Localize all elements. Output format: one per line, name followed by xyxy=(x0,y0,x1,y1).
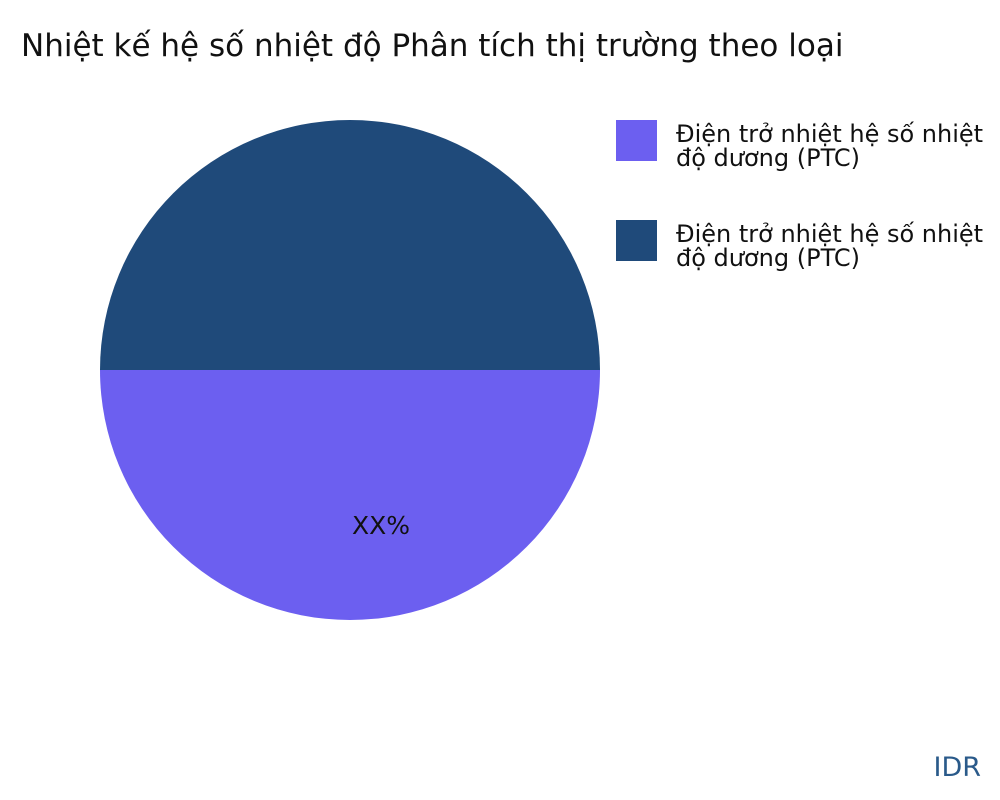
slice-data-label-1: XX% xyxy=(352,511,410,540)
legend-item-0[interactable]: Điện trở nhiệt hệ số nhiệt độ dương (PTC… xyxy=(616,120,1000,200)
watermark-logo: IDR xyxy=(933,752,981,783)
chart-title: Nhiệt kế hệ số nhiệt độ Phân tích thị tr… xyxy=(21,28,844,64)
legend-label-0: Điện trở nhiệt hệ số nhiệt độ dương (PTC… xyxy=(676,120,984,172)
pie-slice-1 xyxy=(100,120,600,370)
legend-swatch-0 xyxy=(616,120,657,161)
pie-slice-0 xyxy=(100,370,600,620)
legend-item-1[interactable]: Điện trở nhiệt hệ số nhiệt độ dương (PTC… xyxy=(616,220,1000,300)
legend-label-1: Điện trở nhiệt hệ số nhiệt độ dương (PTC… xyxy=(676,220,984,272)
legend-swatch-1 xyxy=(616,220,657,261)
